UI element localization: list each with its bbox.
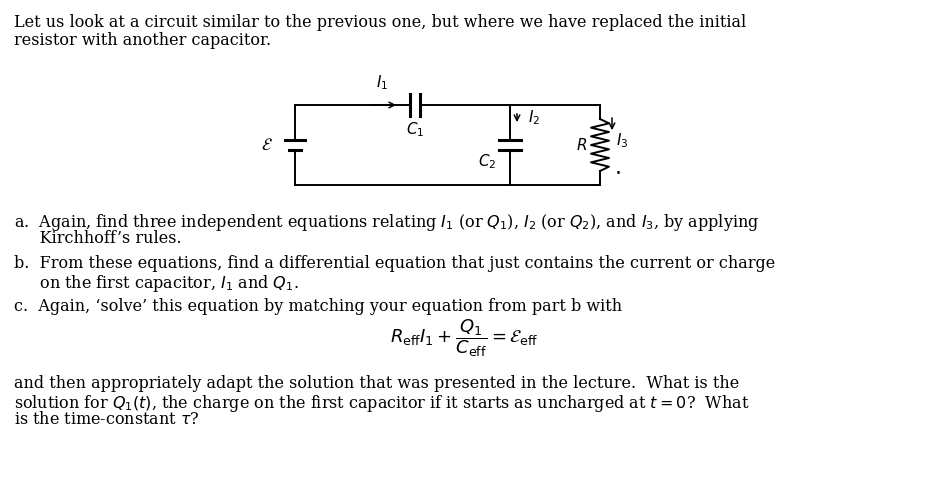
Text: solution for $Q_1(t)$, the charge on the first capacitor if it starts as uncharg: solution for $Q_1(t)$, the charge on the… bbox=[14, 393, 749, 414]
Text: $R_{\mathrm{eff}}I_1 + \dfrac{Q_1}{C_{\mathrm{eff}}} = \mathcal{E}_{\mathrm{eff}: $R_{\mathrm{eff}}I_1 + \dfrac{Q_1}{C_{\m… bbox=[389, 317, 538, 359]
Text: $\mathcal{E}$: $\mathcal{E}$ bbox=[260, 136, 273, 153]
Text: on the first capacitor, $I_1$ and $Q_1$.: on the first capacitor, $I_1$ and $Q_1$. bbox=[14, 273, 298, 294]
Text: and then appropriately adapt the solution that was presented in the lecture.  Wh: and then appropriately adapt the solutio… bbox=[14, 375, 739, 392]
Text: $C_1$: $C_1$ bbox=[405, 120, 424, 139]
Text: $I_3$: $I_3$ bbox=[616, 131, 628, 150]
Text: Kirchhoff’s rules.: Kirchhoff’s rules. bbox=[14, 230, 182, 247]
Text: c.  Again, ‘solve’ this equation by matching your equation from part b with: c. Again, ‘solve’ this equation by match… bbox=[14, 298, 621, 315]
Text: $I_1$: $I_1$ bbox=[376, 73, 388, 92]
Text: $C_2$: $C_2$ bbox=[477, 152, 495, 171]
Text: $I_2$: $I_2$ bbox=[527, 109, 540, 127]
Text: $R$: $R$ bbox=[576, 137, 587, 153]
Text: a.  Again, find three independent equations relating $I_1$ (or $Q_1$), $I_2$ (or: a. Again, find three independent equatio… bbox=[14, 212, 758, 233]
Text: b.  From these equations, find a differential equation that just contains the cu: b. From these equations, find a differen… bbox=[14, 255, 774, 272]
Text: Let us look at a circuit similar to the previous one, but where we have replaced: Let us look at a circuit similar to the … bbox=[14, 14, 745, 31]
Text: resistor with another capacitor.: resistor with another capacitor. bbox=[14, 32, 271, 49]
Text: $\cdot$: $\cdot$ bbox=[614, 161, 620, 183]
Text: is the time-constant $\tau$?: is the time-constant $\tau$? bbox=[14, 411, 199, 428]
